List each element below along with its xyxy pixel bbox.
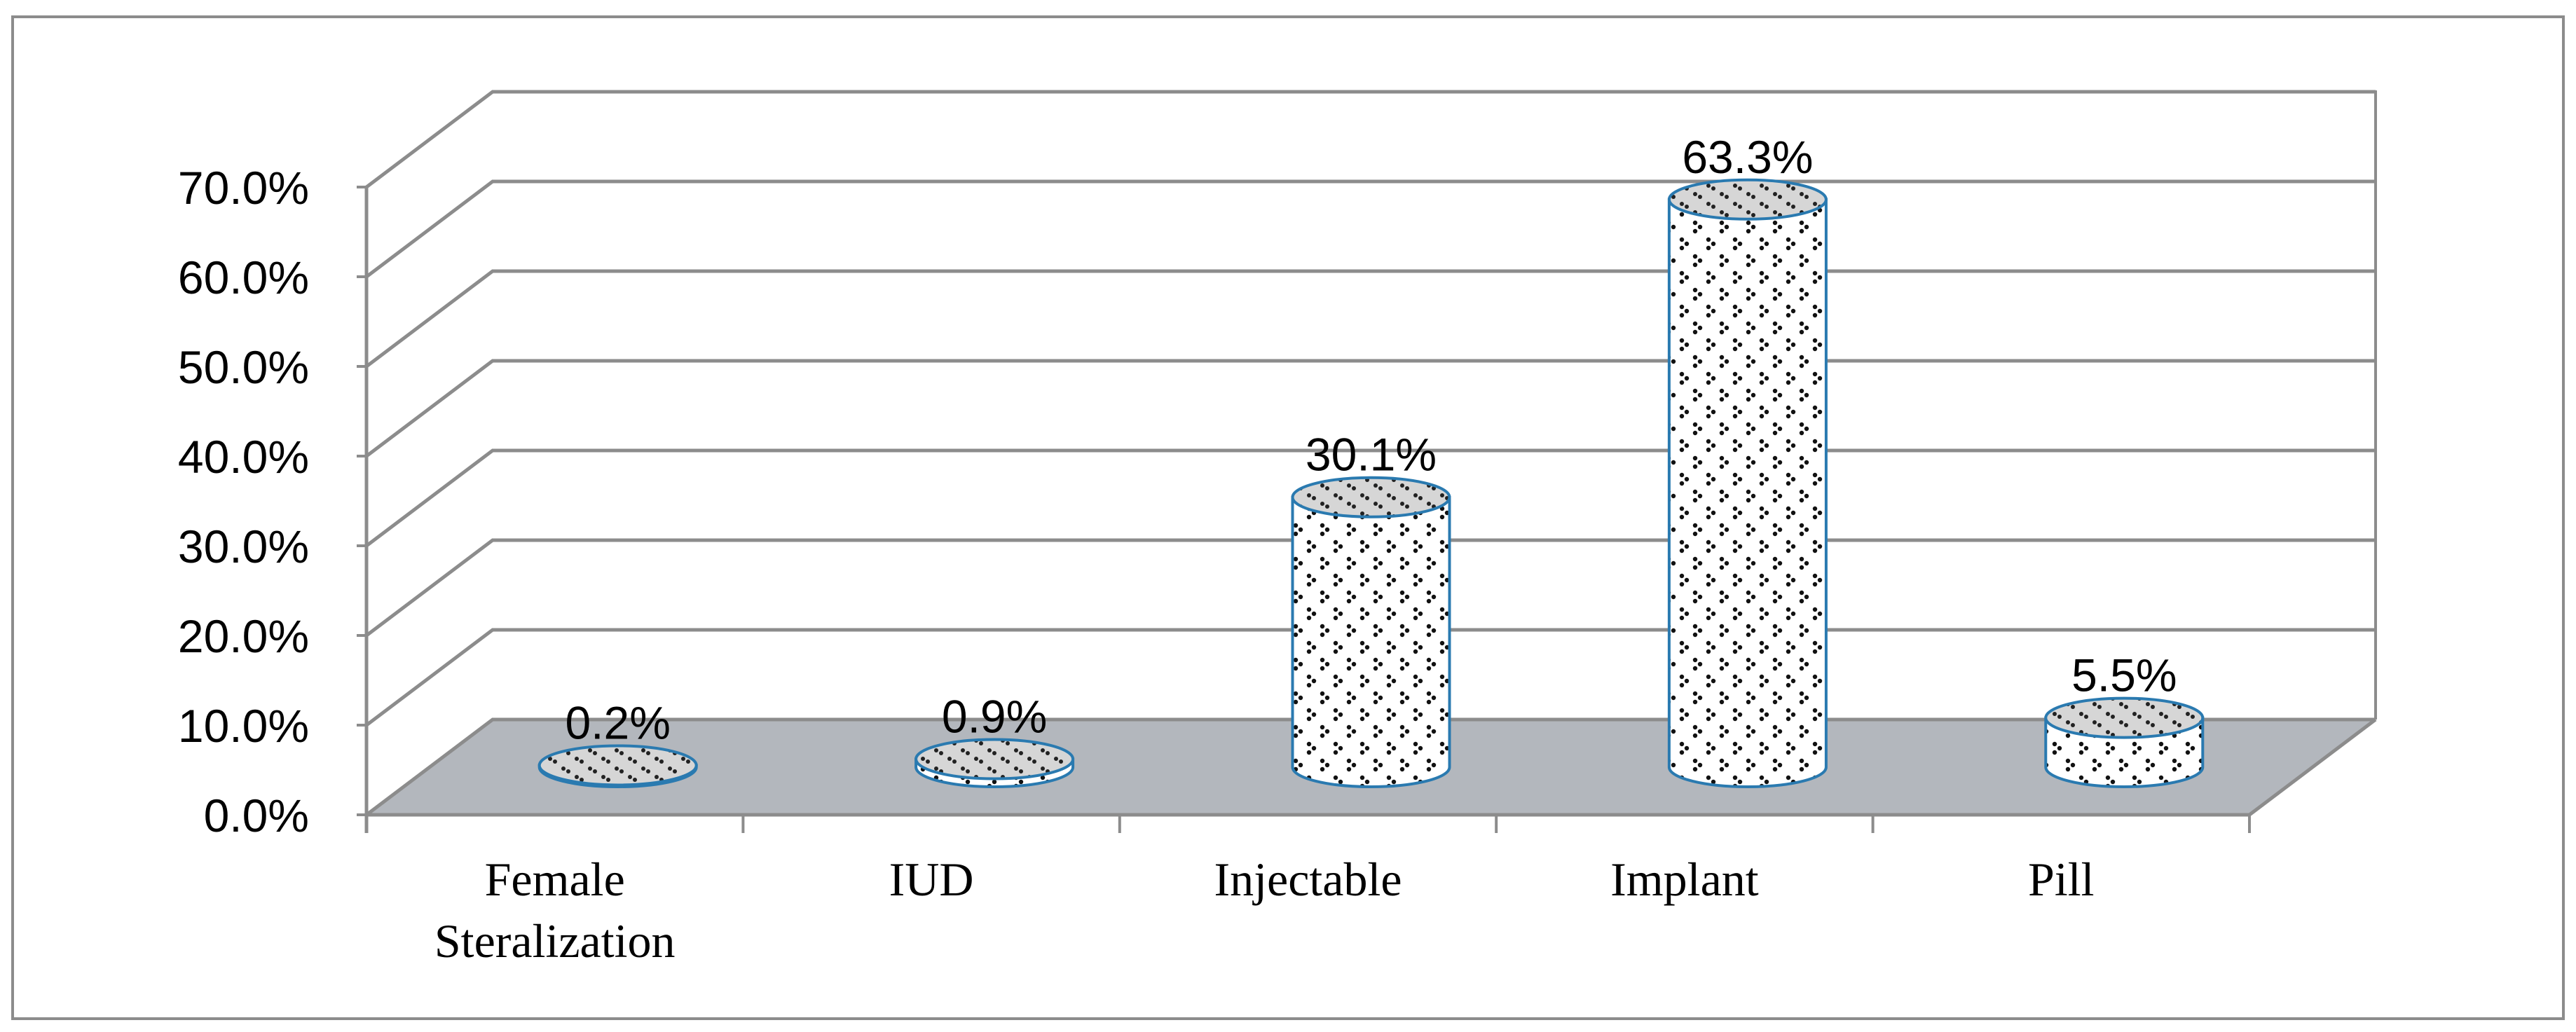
bar-iud xyxy=(914,738,1075,788)
data-label: 0.2% xyxy=(565,696,670,748)
bar-pill xyxy=(2044,696,2205,788)
bars xyxy=(537,178,2205,788)
y-tick-label: 40.0% xyxy=(178,431,309,483)
bar-top xyxy=(1291,476,1451,518)
y-tick-label: 50.0% xyxy=(178,341,309,393)
x-tick-label: Injectable xyxy=(1214,853,1402,906)
bar-body xyxy=(1667,198,1828,788)
bar-top xyxy=(914,738,1075,780)
y-tick-label: 0.0% xyxy=(204,790,309,841)
y-tick-label: 60.0% xyxy=(178,252,309,303)
y-axis-ticks: 0.0% 10.0% 20.0% 30.0% 40.0% 50.0% 60.0% 70.0% xyxy=(178,162,366,841)
data-label: 30.1% xyxy=(1306,429,1437,481)
data-label: 63.3% xyxy=(1682,131,1813,183)
bar-top xyxy=(1667,178,1828,221)
x-tick-label: Female xyxy=(485,853,625,906)
x-tick-label: IUD xyxy=(889,853,974,906)
data-label: 5.5% xyxy=(2071,649,2177,701)
bar-female-sterilization xyxy=(537,744,698,788)
bar-body xyxy=(1291,495,1451,788)
data-label: 0.9% xyxy=(942,690,1047,742)
x-tick-label: Steralization xyxy=(434,914,676,968)
bar-implant xyxy=(1667,178,1828,788)
y-tick-label: 20.0% xyxy=(178,610,309,662)
bar-top xyxy=(2044,696,2205,739)
y-tick-label: 10.0% xyxy=(178,700,309,752)
x-tick-label: Pill xyxy=(2028,853,2095,906)
x-axis-ticks: Female Steralization IUD Injectable Implant P… xyxy=(365,815,2251,968)
data-labels: 0.2% 0.9% 30.1% 63.3% 5.5% xyxy=(565,131,2177,749)
outer-border xyxy=(11,15,2565,1020)
y-tick-label: 70.0% xyxy=(178,162,309,214)
x-tick-label: Implant xyxy=(1610,853,1759,906)
y-tick-label: 30.0% xyxy=(178,521,309,572)
bar-top xyxy=(537,744,698,787)
floor-edge xyxy=(2248,718,2377,816)
bar-injectable xyxy=(1291,476,1451,788)
gridline xyxy=(365,90,2376,188)
